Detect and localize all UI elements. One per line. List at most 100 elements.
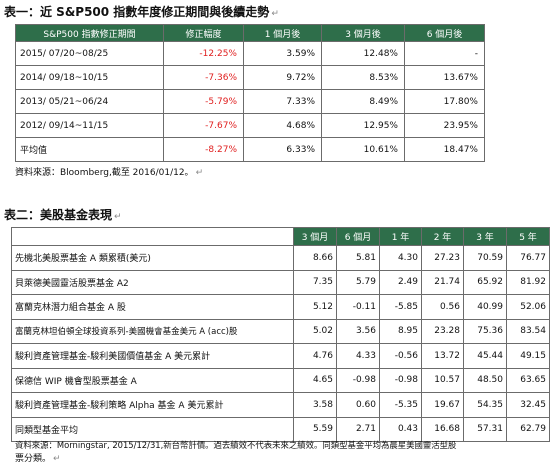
return-1y-cell: 8.95 [379, 318, 422, 344]
return-5y-cell: 49.15 [506, 343, 550, 369]
table2-header-row: 3 個月 6 個月 1 年 2 年 3 年 5 年 [11, 227, 550, 246]
return-5y-cell: 81.92 [506, 269, 550, 295]
table-row: 2012/ 09/14~11/15 -7.67% 4.68% 12.95% 23… [15, 113, 485, 138]
table-row: 2013/ 05/21~06/24 -5.79% 7.33% 8.49% 17.… [15, 89, 485, 114]
m6-cell: 18.47% [404, 137, 485, 162]
header-1m: 1 個月後 [243, 24, 322, 42]
period-cell: 2015/ 07/20~08/25 [15, 41, 164, 66]
return-3m-cell: 7.35 [293, 269, 337, 295]
decline-cell: -12.25% [163, 41, 244, 66]
return-6m-cell: 0.60 [336, 392, 380, 418]
return-1y-cell: -5.85 [379, 294, 422, 320]
return-2y-cell: 0.56 [421, 294, 464, 320]
header-period: S&P500 指數修正期間 [15, 24, 164, 42]
table1-caption-text: 表一：近 S&P500 指數年度修正期間與後續走勢 [4, 5, 270, 19]
return-5y-cell: 52.06 [506, 294, 550, 320]
return-1y-cell: -0.98 [379, 367, 422, 393]
return-3m-cell: 3.58 [293, 392, 337, 418]
table2-source-line2-wrap: 票分類。 ↵ [15, 452, 551, 466]
return-1y-cell: -5.35 [379, 392, 422, 418]
table-row: 2014/ 09/18~10/15 -7.36% 9.72% 8.53% 13.… [15, 65, 485, 90]
table-row: 富蘭克林潛力組合基金 A 股 5.12 -0.11 -5.85 0.56 40.… [11, 294, 550, 320]
m1-cell: 9.72% [243, 65, 322, 90]
m6-cell: 17.80% [404, 89, 485, 114]
table-row: 貝萊德美國靈活股票基金 A2 7.35 5.79 2.49 21.74 65.9… [11, 269, 550, 295]
return-3m-cell: 4.76 [293, 343, 337, 369]
header-6m: 6 個月 [336, 227, 380, 246]
return-6m-cell: 5.81 [336, 245, 380, 271]
return-1y-cell: -0.56 [379, 343, 422, 369]
m1-cell: 6.33% [243, 137, 322, 162]
table1-source-text: 資料來源：Bloomberg,截至 2016/01/12。 [15, 168, 194, 178]
table1-caption: 表一：近 S&P500 指數年度修正期間與後續走勢 ↵ [4, 3, 279, 20]
paragraph-mark-icon: ↵ [271, 9, 279, 19]
fund-name-cell: 先機北美股票基金 A 類累積(美元) [11, 245, 294, 271]
header-1y: 1 年 [379, 227, 422, 246]
paragraph-mark-icon: ↵ [114, 212, 122, 222]
return-3y-cell: 40.99 [463, 294, 507, 320]
header-3y: 3 年 [463, 227, 507, 246]
return-2y-cell: 23.28 [421, 318, 464, 344]
return-6m-cell: -0.11 [336, 294, 380, 320]
table2-source: 資料來源：Morningstar, 2015/12/31,新台幣計價。過去績效不… [15, 438, 551, 466]
return-2y-cell: 16.68 [421, 416, 464, 442]
m3-cell: 8.49% [321, 89, 405, 114]
header-3m: 3 個月 [293, 227, 337, 246]
m1-cell: 7.33% [243, 89, 322, 114]
return-2y-cell: 19.67 [421, 392, 464, 418]
return-3m-cell: 4.65 [293, 367, 337, 393]
fund-name-cell: 保德信 WIP 機會型股票基金 A [11, 367, 294, 393]
m6-cell: - [404, 41, 485, 66]
header-decline: 修正幅度 [163, 24, 244, 42]
return-1y-cell: 0.43 [379, 416, 422, 442]
table-row: 2015/ 07/20~08/25 -12.25% 3.59% 12.48% - [15, 41, 485, 66]
header-3m: 3 個月後 [321, 24, 405, 42]
table1-source: 資料來源：Bloomberg,截至 2016/01/12。 ↵ [15, 166, 203, 180]
return-1y-cell: 4.30 [379, 245, 422, 271]
table-row: 駿利資產管理基金-駿利策略 Alpha 基金 A 美元累計 3.58 0.60 … [11, 392, 550, 418]
period-cell: 2012/ 09/14~11/15 [15, 113, 164, 138]
paragraph-mark-icon: ↵ [53, 454, 61, 464]
return-3y-cell: 48.50 [463, 367, 507, 393]
table-row-average: 同類型基金平均 5.59 2.71 0.43 16.68 57.31 62.79 [11, 416, 550, 442]
fund-name-cell: 富蘭克林坦伯頓全球投資系列-美國機會基金美元 A (acc)股 [11, 318, 294, 344]
return-3y-cell: 45.44 [463, 343, 507, 369]
header-fund-name [11, 227, 294, 246]
header-2y: 2 年 [421, 227, 464, 246]
fund-name-cell: 駿利資產管理基金-駿利策略 Alpha 基金 A 美元累計 [11, 392, 294, 418]
paragraph-mark-icon: ↵ [195, 168, 204, 178]
table2-caption-text: 表二：美股基金表現 [4, 208, 113, 222]
table-row-average: 平均值 -8.27% 6.33% 10.61% 18.47% [15, 137, 485, 162]
fund-name-cell: 同類型基金平均 [11, 416, 294, 442]
return-3m-cell: 5.02 [293, 318, 337, 344]
table2-caption: 表二：美股基金表現 ↵ [4, 206, 122, 223]
return-5y-cell: 76.77 [506, 245, 550, 271]
table1-header-row: S&P500 指數修正期間 修正幅度 1 個月後 3 個月後 6 個月後 [15, 24, 485, 42]
table-row: 保德信 WIP 機會型股票基金 A 4.65 -0.98 -0.98 10.57… [11, 367, 550, 393]
return-2y-cell: 27.23 [421, 245, 464, 271]
m6-cell: 13.67% [404, 65, 485, 90]
return-3y-cell: 57.31 [463, 416, 507, 442]
return-3m-cell: 5.12 [293, 294, 337, 320]
table-row: 富蘭克林坦伯頓全球投資系列-美國機會基金美元 A (acc)股 5.02 3.5… [11, 318, 550, 344]
return-3y-cell: 75.36 [463, 318, 507, 344]
header-5y: 5 年 [506, 227, 550, 246]
return-2y-cell: 10.57 [421, 367, 464, 393]
period-cell: 2013/ 05/21~06/24 [15, 89, 164, 114]
return-5y-cell: 83.54 [506, 318, 550, 344]
return-3y-cell: 54.35 [463, 392, 507, 418]
table2-source-line2: 票分類。 [15, 454, 52, 464]
return-3y-cell: 70.59 [463, 245, 507, 271]
return-6m-cell: 2.71 [336, 416, 380, 442]
table-row: 駿利資產管理基金-駿利美國價值基金 A 美元累計 4.76 4.33 -0.56… [11, 343, 550, 369]
return-2y-cell: 13.72 [421, 343, 464, 369]
m1-cell: 4.68% [243, 113, 322, 138]
m6-cell: 23.95% [404, 113, 485, 138]
return-6m-cell: 3.56 [336, 318, 380, 344]
return-5y-cell: 62.79 [506, 416, 550, 442]
return-6m-cell: 5.79 [336, 269, 380, 295]
fund-name-cell: 貝萊德美國靈活股票基金 A2 [11, 269, 294, 295]
table-row: 先機北美股票基金 A 類累積(美元) 8.66 5.81 4.30 27.23 … [11, 245, 550, 271]
decline-cell: -8.27% [163, 137, 244, 162]
us-equity-fund-table: 3 個月 6 個月 1 年 2 年 3 年 5 年 先機北美股票基金 A 類累積… [11, 227, 550, 442]
